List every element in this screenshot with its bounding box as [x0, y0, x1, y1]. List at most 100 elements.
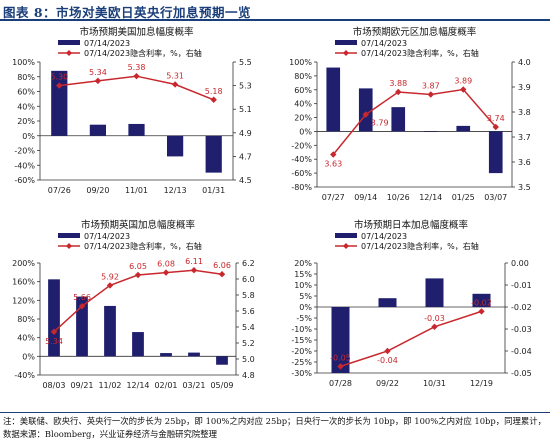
x-tick-label: 02/01 [154, 381, 177, 390]
right-tick-label: 3.6 [518, 158, 531, 167]
legend-line-label: 07/14/2023隐含利率，%，右轴 [361, 48, 479, 58]
rate-marker [171, 81, 179, 88]
chart-title: 市场预期欧元区加息幅度概率 [353, 26, 477, 38]
right-tick-label: 5.5 [239, 58, 252, 67]
legend-bar-swatch [335, 40, 357, 45]
rate-data-label: -0.03 [424, 314, 445, 323]
bar [128, 123, 145, 136]
right-tick-label: 6.0 [242, 275, 255, 284]
legend-bar-label: 07/14/2023 [361, 39, 407, 48]
rate-marker [478, 308, 485, 315]
right-tick-label: -0.05 [511, 369, 532, 378]
left-tick-label: -60% [291, 169, 312, 178]
left-tick-label: -25% [291, 358, 312, 367]
left-tick-label: 160% [12, 278, 35, 287]
x-tick-label: 08/03 [42, 381, 65, 390]
rate-marker [133, 72, 140, 80]
rate-data-label: 5.31 [166, 71, 184, 80]
rate-marker [427, 91, 434, 98]
x-tick-label: 12/14 [419, 193, 442, 202]
x-tick-label: 09/14 [354, 193, 377, 202]
right-tick-label: 5.2 [242, 339, 255, 348]
legend-bar-label: 07/14/2023 [361, 232, 407, 241]
bar [488, 131, 503, 174]
bar [326, 67, 341, 132]
bar [423, 131, 438, 132]
left-tick-label: 20% [17, 117, 35, 126]
right-tick-label: 5.3 [239, 82, 252, 91]
rate-marker [384, 347, 391, 355]
bar [216, 356, 228, 365]
right-tick-label: 3.9 [518, 83, 531, 92]
bar [391, 107, 406, 132]
rate-data-label: 5.38 [128, 63, 146, 72]
x-tick-label: 10/31 [423, 379, 446, 388]
right-tick-label: 4.9 [239, 129, 252, 138]
left-tick-label: 60% [17, 88, 35, 97]
left-tick-label: -40% [14, 371, 35, 380]
left-tick-label: -10% [291, 325, 312, 334]
chart-us: 市场预期美国加息幅度概率07/14/202307/14/2023隐含利率，%，右… [12, 26, 252, 195]
rate-data-label: 3.63 [324, 160, 342, 169]
bar [166, 135, 184, 157]
rate-marker [210, 96, 217, 103]
right-tick-label: 5.8 [242, 291, 255, 300]
x-tick-label: 09/21 [70, 381, 93, 390]
rate-marker [134, 271, 142, 279]
left-tick-label: 0% [22, 352, 35, 361]
right-tick-label: -0.04 [511, 347, 532, 356]
left-tick-label: 5% [299, 292, 312, 301]
left-tick-label: -5% [296, 314, 312, 323]
right-tick-label: 0.00 [511, 259, 529, 268]
right-tick-label: 4.8 [242, 371, 255, 380]
bar [331, 307, 350, 373]
right-tick-label: 5.4 [242, 323, 255, 332]
rate-marker [460, 86, 467, 93]
right-tick-label: -0.03 [511, 325, 532, 334]
left-tick-label: 120% [12, 296, 35, 305]
left-tick-label: 200% [12, 259, 35, 268]
legend-bar-label: 07/14/2023 [84, 232, 130, 241]
figure-header: 图表 8：市场对美欧日英央行加息预期一览 [0, 0, 550, 21]
rate-data-label: 5.30 [50, 73, 68, 82]
right-tick-label: 4.0 [518, 58, 531, 67]
x-tick-label: 11/02 [98, 381, 121, 390]
x-tick-label: 12/19 [470, 379, 493, 388]
left-tick-label: -80% [291, 183, 312, 192]
x-tick-label: 01/31 [202, 186, 225, 195]
left-tick-label: 20% [294, 259, 312, 268]
rate-line [340, 310, 482, 368]
left-tick-label: 10% [294, 281, 312, 290]
legend-bar-swatch [58, 233, 80, 238]
chart-title: 市场预期日本加息幅度概率 [354, 219, 469, 231]
right-tick-label: -0.01 [511, 281, 532, 290]
x-tick-label: 07/27 [322, 193, 345, 202]
legend-line-label: 07/14/2023隐含利率，%，右轴 [361, 241, 479, 251]
x-tick-label: 09/20 [86, 186, 109, 195]
rate-marker [56, 82, 63, 89]
bar [51, 70, 68, 136]
left-tick-label: -15% [291, 336, 312, 345]
rate-marker [106, 282, 114, 289]
left-tick-label: 0% [299, 303, 312, 312]
rate-marker [190, 267, 198, 274]
rate-data-label: -0.04 [377, 356, 398, 365]
rate-marker [395, 88, 402, 96]
chart-title: 市场预期英国加息幅度概率 [81, 219, 196, 231]
bar [425, 278, 444, 307]
rate-marker [492, 123, 499, 131]
bar [472, 293, 491, 307]
left-tick-label: -40% [14, 161, 35, 170]
rate-data-label: 3.79 [371, 119, 389, 128]
left-tick-label: 20% [294, 114, 312, 123]
legend-line-marker [343, 243, 349, 249]
right-tick-label: 4.5 [239, 176, 252, 185]
left-tick-label: 80% [17, 315, 35, 324]
rate-marker [162, 269, 170, 276]
left-tick-label: 15% [294, 270, 312, 279]
right-tick-label: 5.0 [242, 355, 255, 364]
right-tick-label: 5.6 [242, 307, 255, 316]
rate-line [332, 88, 497, 155]
bar [456, 125, 471, 132]
bar [188, 352, 200, 357]
